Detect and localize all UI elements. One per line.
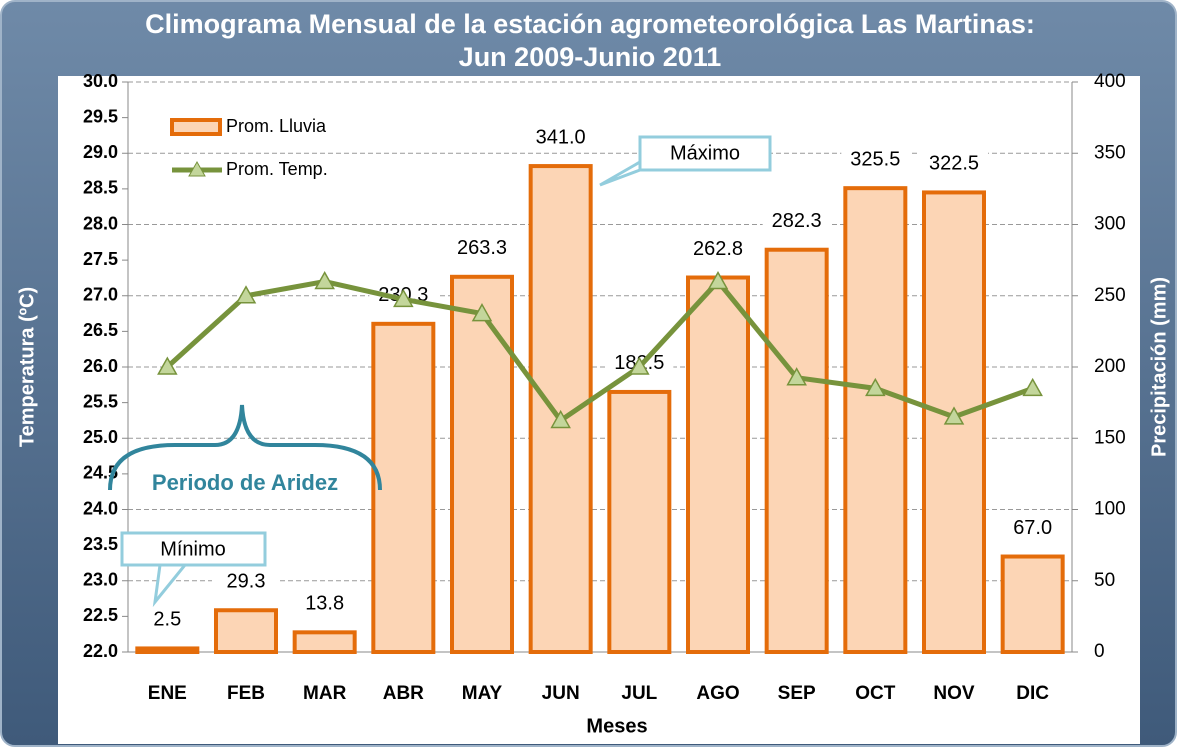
bar <box>607 389 672 654</box>
data-label-bg <box>526 125 595 152</box>
y-tick-label: 22.0 <box>83 641 118 661</box>
data-label: 282.3 <box>772 210 822 232</box>
y2-tick-label: 150 <box>1094 427 1126 448</box>
legend-label: Prom. Lluvia <box>226 116 327 136</box>
marker <box>707 270 729 290</box>
marker <box>865 377 886 397</box>
bar <box>371 321 436 654</box>
data-label-bg <box>212 569 280 596</box>
annotation: Mínimo <box>160 538 226 560</box>
marker <box>1022 377 1043 397</box>
callout-box <box>638 135 772 172</box>
y-tick-label: 23.5 <box>83 534 118 554</box>
marker <box>157 356 178 375</box>
x-tick-label: OCT <box>855 683 896 704</box>
y2-tick-label: 0 <box>1094 641 1105 662</box>
y-tick-label: 25.0 <box>83 427 118 447</box>
y-tick-label: 26.0 <box>83 356 118 376</box>
y2-tick-label: 350 <box>1094 142 1126 163</box>
callout-box <box>120 531 267 567</box>
y2-tick-label: 300 <box>1094 214 1126 235</box>
y2-tick-label: 400 <box>1094 71 1126 92</box>
y-tick-label: 29.0 <box>83 142 118 162</box>
x-tick-label: JUL <box>621 683 657 704</box>
legend-marker <box>188 160 206 177</box>
data-label: 322.5 <box>929 153 979 175</box>
bar <box>686 275 750 654</box>
data-label: 263.3 <box>457 237 507 259</box>
x-tick-label: AGO <box>696 683 739 704</box>
marker <box>471 303 493 322</box>
data-label: 341.0 <box>536 126 586 148</box>
data-label-bg <box>998 515 1067 542</box>
marker <box>786 367 807 386</box>
x-tick-label: DIC <box>1016 683 1049 704</box>
x-tick-label: MAY <box>462 683 503 704</box>
y-axis-label: Temperatura (ºC) <box>16 287 38 447</box>
x-tick-label: ENE <box>148 683 187 704</box>
marker <box>550 409 571 429</box>
x-axis-label: Meses <box>586 715 647 737</box>
data-label-bg <box>684 236 752 263</box>
y-tick-label: 24.0 <box>83 498 118 518</box>
y2-tick-label: 50 <box>1094 570 1115 591</box>
data-label-bg <box>841 147 910 174</box>
y2-tick-label: 250 <box>1094 285 1126 306</box>
x-tick-label: ABR <box>383 683 424 704</box>
data-label-bg <box>762 208 831 235</box>
y-tick-label: 26.5 <box>83 320 118 340</box>
bar <box>214 608 278 654</box>
data-label: 13.8 <box>305 593 344 615</box>
bar <box>450 274 514 654</box>
y2-tick-label: 200 <box>1094 356 1126 377</box>
legend-label: Prom. Temp. <box>226 159 328 179</box>
bar <box>1000 554 1065 655</box>
y-tick-label: 23.0 <box>83 570 118 590</box>
bar <box>843 186 908 654</box>
line <box>165 277 1034 424</box>
y2-tick-label: 100 <box>1094 499 1126 520</box>
y-tick-label: 22.5 <box>83 605 118 625</box>
y2-axis-label: Precipitación (mm) <box>1148 277 1170 457</box>
bar <box>292 630 357 655</box>
marker <box>235 285 257 304</box>
data-label: 325.5 <box>850 148 900 170</box>
data-label: 29.3 <box>227 571 266 593</box>
annotation: Periodo de Aridez <box>152 470 338 495</box>
chart-title: Climograma Mensual de la estación agrome… <box>145 9 1035 72</box>
y-tick-label: 28.5 <box>83 178 118 198</box>
data-label-bg <box>448 235 516 262</box>
x-tick-label: FEB <box>227 683 265 704</box>
data-label: 67.0 <box>1013 517 1052 539</box>
y-tick-label: 30.0 <box>83 71 118 91</box>
marker <box>629 356 650 375</box>
annotation: Máximo <box>670 142 740 164</box>
bar <box>764 247 829 654</box>
data-label-bg <box>290 591 359 618</box>
marker <box>943 406 965 425</box>
y-tick-label: 27.5 <box>83 249 118 269</box>
marker <box>314 270 335 290</box>
data-label-bg <box>133 607 202 634</box>
y-tick-label: 29.5 <box>83 106 118 126</box>
x-tick-label: MAR <box>303 683 347 704</box>
data-label: 262.8 <box>693 238 743 260</box>
y-tick-label: 25.5 <box>83 391 118 411</box>
brace <box>108 404 382 491</box>
y-tick-label: 27.0 <box>83 285 118 305</box>
data-label-bg <box>920 151 988 178</box>
y-tick-label: 24.5 <box>83 463 118 483</box>
x-tick-label: SEP <box>778 683 816 704</box>
marker <box>393 288 414 308</box>
y-tick-label: 28.0 <box>83 213 118 233</box>
x-tick-label: NOV <box>933 683 975 704</box>
data-label: 2.5 <box>153 609 181 631</box>
legend-swatch <box>170 118 222 136</box>
x-tick-label: JUN <box>542 683 580 704</box>
bar <box>135 646 200 654</box>
